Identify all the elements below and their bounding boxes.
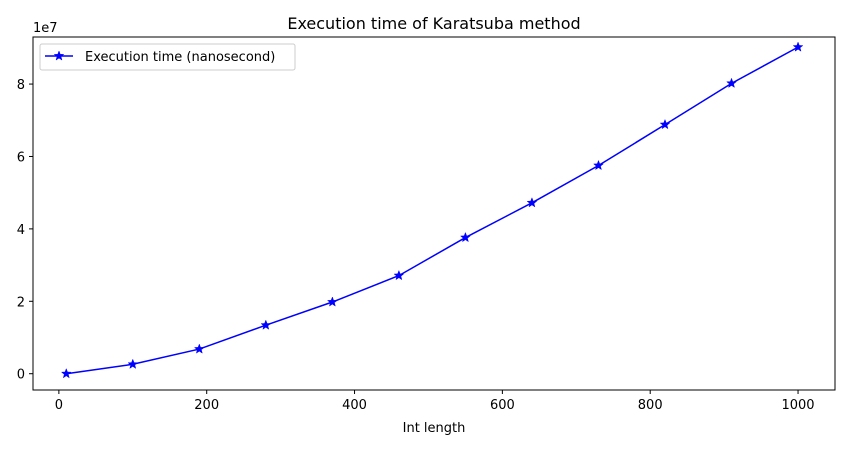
data-point xyxy=(193,343,205,354)
data-point xyxy=(393,269,405,281)
x-axis-title: Int length xyxy=(403,421,466,436)
x-tick-label: 600 xyxy=(490,398,515,413)
axes xyxy=(32,36,836,391)
data-point xyxy=(127,358,139,369)
chart-title: Execution time of Karatsuba method xyxy=(287,14,580,33)
x-tick-label: 200 xyxy=(194,398,219,413)
data-point xyxy=(726,77,737,88)
x-tick-label: 400 xyxy=(342,398,367,413)
legend: Execution time (nanosecond) xyxy=(39,43,296,71)
plot-frame xyxy=(32,36,836,391)
data-point xyxy=(659,118,671,130)
data-point xyxy=(326,296,338,307)
series-line xyxy=(66,46,799,375)
series-group xyxy=(60,41,804,379)
data-point xyxy=(526,197,538,208)
legend-marker xyxy=(53,50,65,61)
y-tick-label: 6 xyxy=(17,150,25,165)
tick-group: 0 200 400 600 800 1000 0 2 4 6 8 xyxy=(17,78,815,413)
data-point xyxy=(459,231,471,243)
y-tick-label: 4 xyxy=(17,223,25,238)
y-tick-label: 8 xyxy=(17,78,25,93)
data-point xyxy=(593,159,604,171)
y-tick-label: 0 xyxy=(17,368,25,383)
data-point xyxy=(260,319,272,330)
x-tick-label: 0 xyxy=(55,398,63,413)
legend-label: Execution time (nanosecond) xyxy=(85,50,275,65)
x-tick-label: 800 xyxy=(638,398,663,413)
y-tick-label: 2 xyxy=(17,295,25,310)
data-point xyxy=(60,367,72,379)
x-tick-label: 1000 xyxy=(781,398,814,413)
data-point xyxy=(792,41,804,52)
y-axis-offset-label: 1e7 xyxy=(33,21,58,36)
legend-box xyxy=(39,43,296,71)
